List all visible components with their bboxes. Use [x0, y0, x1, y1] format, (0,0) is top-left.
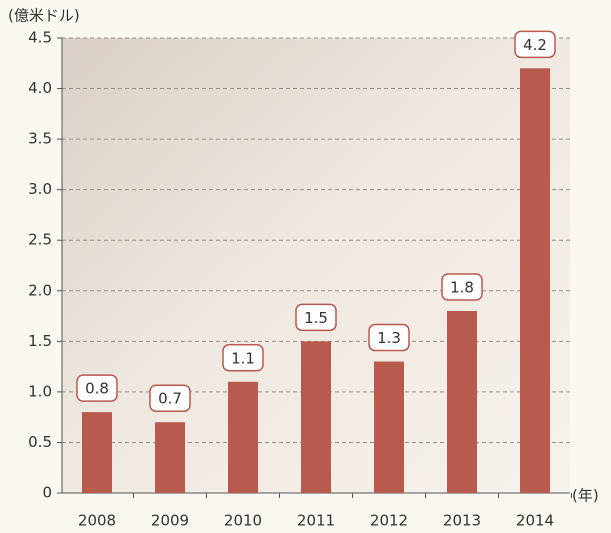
x-tick-label: 2011 — [297, 512, 335, 530]
x-tick-label: 2013 — [443, 512, 481, 530]
value-label-box — [295, 303, 337, 332]
y-tick-label: 1.0 — [28, 382, 52, 400]
value-label-box — [222, 344, 264, 372]
value-label: 1.3 — [377, 329, 401, 347]
bar — [228, 381, 258, 493]
y-tick-label: 0 — [42, 484, 52, 502]
y-tick-label: 2.0 — [28, 281, 52, 299]
value-label-box — [514, 30, 556, 59]
value-label-box — [368, 323, 410, 352]
y-tick-label: 3.0 — [28, 180, 52, 198]
bar — [82, 412, 112, 493]
y-tick-label: 4.0 — [28, 79, 52, 97]
x-tick-label: 2014 — [516, 512, 554, 530]
x-tick-label: 2012 — [370, 512, 408, 530]
bar — [155, 422, 185, 493]
bar — [520, 68, 550, 493]
bar — [374, 361, 404, 493]
value-label: 4.2 — [523, 36, 547, 54]
x-axis-label: (年) — [572, 487, 599, 505]
y-tick-label: 2.5 — [28, 231, 52, 249]
value-label: 1.1 — [231, 349, 255, 367]
bar — [447, 311, 477, 493]
y-tick-label: 0.5 — [28, 433, 52, 451]
x-tick-label: 2009 — [151, 512, 189, 530]
value-label: 0.7 — [158, 390, 182, 408]
value-label: 1.8 — [450, 279, 474, 297]
value-label-box — [441, 273, 483, 301]
value-label-box — [149, 384, 191, 412]
x-tick-label: 2010 — [224, 512, 262, 530]
value-label: 0.8 — [85, 380, 109, 398]
y-tick-label: 1.5 — [28, 332, 52, 350]
value-label-box — [76, 374, 118, 402]
y-tick-label: 4.5 — [28, 29, 52, 47]
y-axis-label: (億米ドル) — [8, 7, 80, 25]
value-label: 1.5 — [304, 309, 328, 327]
y-tick-label: 3.5 — [28, 130, 52, 148]
x-tick-label: 2008 — [78, 512, 116, 530]
bar — [301, 341, 331, 493]
